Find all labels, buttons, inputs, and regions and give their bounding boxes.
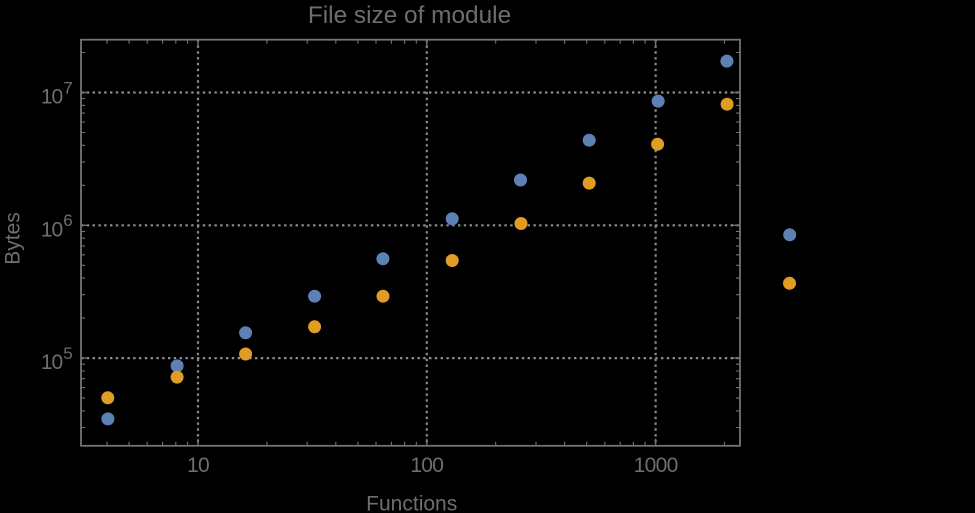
svg-text:10: 10 — [41, 351, 63, 374]
svg-text:7: 7 — [63, 78, 72, 97]
svg-text:Bytes: Bytes — [2, 212, 25, 265]
svg-text:10: 10 — [41, 218, 63, 241]
svg-text:10: 10 — [187, 454, 209, 477]
svg-text:1000: 1000 — [634, 454, 678, 477]
svg-text:Functions: Functions — [366, 493, 457, 513]
svg-text:10: 10 — [41, 86, 63, 109]
svg-text:6: 6 — [63, 211, 72, 230]
svg-text:File size of module: File size of module — [308, 2, 511, 29]
svg-text:100: 100 — [410, 454, 443, 477]
svg-text:5: 5 — [63, 344, 72, 363]
